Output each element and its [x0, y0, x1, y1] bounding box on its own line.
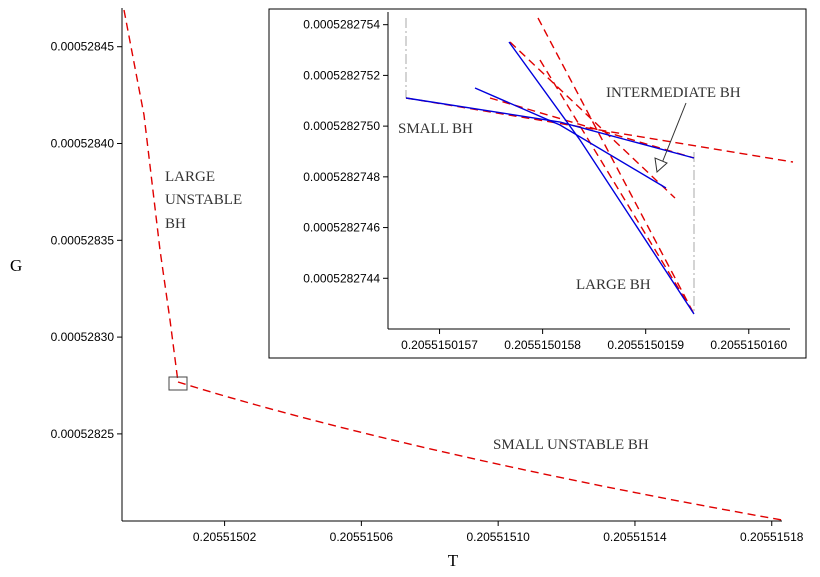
main-y-axis-title: G — [10, 256, 22, 275]
inset-solid-curves — [405, 41, 695, 315]
inset-dashed-steep1 — [539, 59, 695, 315]
large-unstable-line-3: BH — [165, 216, 186, 232]
inset-y-tick-label: 0.0005282744 — [303, 271, 380, 285]
inset-dashed-mid2 — [509, 41, 676, 199]
inset-x-ticks: 0.2055150157 0.2055150158 0.2055150159 0.20… — [401, 329, 787, 352]
inset-x-tick-label: 0.2055150158 — [504, 338, 581, 352]
inset-solid-intermediate — [474, 87, 667, 189]
main-zoom-box — [168, 376, 188, 391]
main-small-branch — [177, 381, 783, 521]
main-large-branch — [123, 9, 179, 383]
inset-y-tick-label: 0.0005282746 — [303, 221, 380, 235]
inset-solid-small — [405, 97, 695, 159]
inset-solid-large — [508, 41, 695, 315]
intermediate-arrow-head — [654, 157, 668, 173]
main-y-tick-label: 0.00052840 — [51, 137, 115, 151]
inset-y-ticks: 0.0005282744 0.0005282746 0.0005282748 0.00… — [303, 18, 388, 285]
large-unstable-line-1: LARGE — [165, 169, 215, 185]
main-x-ticks: 0.20551502 0.20551506 0.20551510 0.20551514… — [193, 521, 804, 544]
main-y-tick-label: 0.00052845 — [51, 40, 115, 54]
main-x-axis-title: T — [448, 551, 459, 570]
main-x-tick-label: 0.20551514 — [603, 530, 667, 544]
large-unstable-label: LARGE UNSTABLE BH — [165, 169, 242, 232]
main-axes — [121, 8, 782, 522]
inset-x-tick-label: 0.2055150159 — [607, 338, 684, 352]
main-x-tick-label: 0.20551506 — [330, 530, 394, 544]
intermediate-arrow-shaft — [661, 102, 687, 164]
inset-x-tick-label: 0.2055150157 — [401, 338, 478, 352]
main-x-tick-label: 0.20551502 — [193, 530, 257, 544]
inset-y-tick-label: 0.0005282754 — [303, 18, 380, 32]
main-y-tick-label: 0.00052830 — [51, 330, 115, 344]
inset-dashed-steep2 — [537, 17, 695, 315]
inset-y-tick-label: 0.0005282752 — [303, 68, 380, 82]
main-y-tick-label: 0.00052825 — [51, 427, 115, 441]
intermediate-bh-label: INTERMEDIATE BH — [606, 85, 741, 101]
main-x-tick-label: 0.20551518 — [740, 530, 804, 544]
main-curve — [123, 9, 783, 521]
intermediate-arrow — [654, 102, 687, 173]
main-y-tick-label: 0.00052835 — [51, 233, 115, 247]
main-x-tick-label: 0.20551510 — [466, 530, 530, 544]
inset-reference-lines — [405, 18, 695, 314]
large-bh-label: LARGE BH — [576, 277, 651, 293]
inset-x-tick-label: 0.2055150160 — [710, 338, 787, 352]
inset-dashed-mid1 — [489, 97, 695, 159]
inset-y-tick-label: 0.0005282748 — [303, 170, 380, 184]
large-unstable-line-2: UNSTABLE — [165, 192, 242, 208]
inset-y-tick-label: 0.0005282750 — [303, 119, 380, 133]
small-unstable-label: SMALL UNSTABLE BH — [493, 437, 649, 453]
main-y-ticks: 0.00052825 0.00052830 0.00052835 0.00052840… — [51, 40, 122, 441]
small-bh-label: SMALL BH — [398, 121, 473, 137]
inset-panel — [268, 8, 807, 359]
